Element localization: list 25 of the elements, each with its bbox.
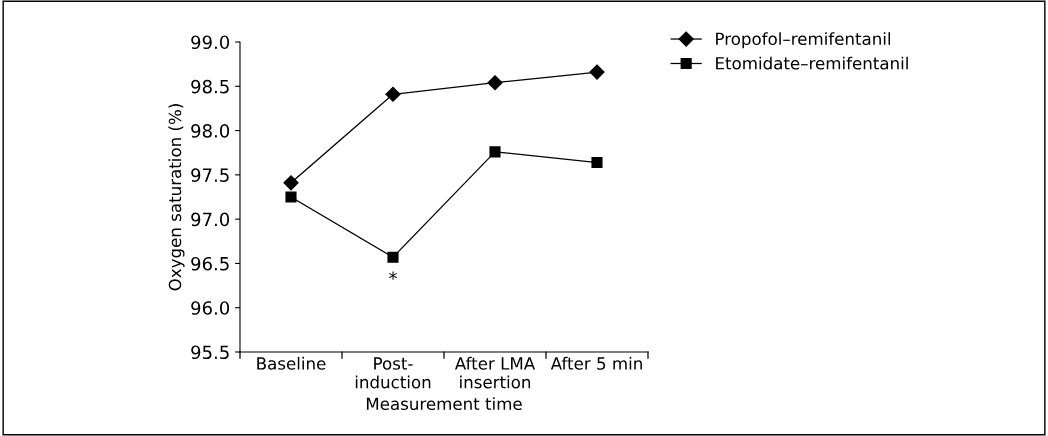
- legend-label: Propofol–remifentanil: [716, 32, 891, 49]
- point: [589, 64, 605, 80]
- x-axis-title: Measurement time: [366, 397, 522, 411]
- x-tick-label: After 5 min: [550, 356, 642, 370]
- point: [591, 156, 603, 169]
- y-tick-label: 95.5: [191, 345, 229, 360]
- point: [489, 146, 501, 158]
- x-tick-label: Post- induction: [355, 357, 431, 389]
- legend-label: Etomidate–remifentanil: [716, 56, 908, 70]
- y-axis-title: Oxygen saturation (%): [168, 104, 185, 291]
- y-tick-label: 96.0: [191, 301, 230, 315]
- point: [285, 191, 297, 203]
- point: [387, 251, 399, 263]
- y-tick-label: 97.0: [191, 212, 230, 227]
- annotation: *: [389, 271, 397, 280]
- y-tick-label: 97.5: [191, 168, 229, 182]
- point: [385, 86, 401, 102]
- y-tick-label: 96.5: [191, 256, 229, 271]
- point: [487, 75, 503, 91]
- x-tick-label: After LMA insertion: [454, 356, 536, 389]
- x-tick-label: Baseline: [257, 356, 326, 370]
- y-tick-label: 99.0: [191, 35, 230, 50]
- point: [283, 175, 299, 191]
- y-tick-label: 98.0: [191, 124, 230, 138]
- y-tick-label: 98.5: [191, 79, 229, 94]
